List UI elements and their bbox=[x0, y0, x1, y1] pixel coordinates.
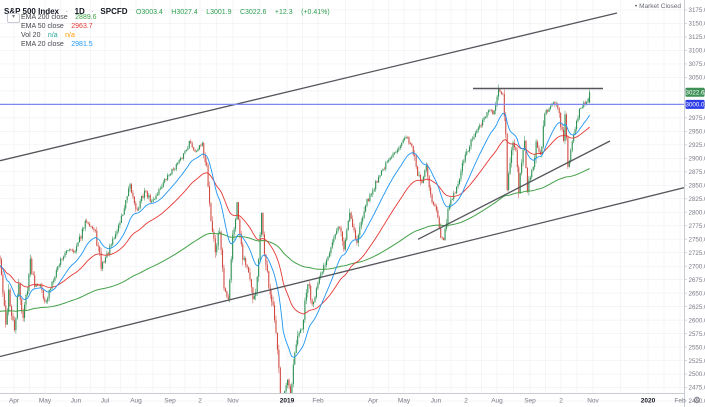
time-tick-label: 2019 bbox=[280, 398, 295, 405]
price-tick-label: 2625.0 bbox=[689, 304, 705, 311]
market-status: • Market Closed bbox=[635, 3, 681, 10]
time-tick-label: Feb bbox=[674, 398, 686, 405]
time-tick-label: Nov bbox=[587, 398, 599, 405]
ohlc-change: +12.3 bbox=[274, 9, 293, 16]
time-tick-label: 2020 bbox=[641, 398, 656, 405]
legend-item-ema-50[interactable]: EMA 50 close 2963.7 bbox=[21, 20, 93, 30]
last-price-badge: 3022.6 bbox=[685, 87, 705, 97]
time-tick-label: Aug bbox=[130, 398, 142, 405]
legend-collapse-button[interactable]: ▾ bbox=[7, 13, 20, 23]
legend-item-ema-20[interactable]: EMA 20 close 2981.5 bbox=[21, 38, 93, 48]
time-tick-label: Jun bbox=[431, 398, 442, 405]
ema-200-line[interactable] bbox=[0, 168, 590, 312]
rising-channel-lower-trendline[interactable] bbox=[0, 183, 705, 358]
legend-item-volume[interactable]: Vol 20 n/a n/a bbox=[21, 29, 75, 39]
price-tick-label: 2900.0 bbox=[689, 156, 705, 163]
down-candle-wicks bbox=[0, 88, 586, 394]
price-tick-label: 2750.0 bbox=[689, 236, 705, 243]
ohlc-open: O3003.4 bbox=[135, 9, 163, 16]
price-tick-label: 2775.0 bbox=[689, 223, 705, 230]
legend-value: n/a bbox=[47, 32, 58, 39]
price-tick-label: 2850.0 bbox=[689, 182, 705, 189]
svg-text:3000.0: 3000.0 bbox=[686, 102, 705, 109]
price-tick-label: 3075.0 bbox=[689, 61, 705, 68]
price-tick-label: 2450.0 bbox=[689, 398, 705, 405]
price-tick-label: 2675.0 bbox=[689, 277, 705, 284]
price-tick-label: 3125.0 bbox=[689, 34, 705, 41]
time-axis[interactable]: Apr May Jun Jul Aug Sep 2 Nov 2019 Feb Apr May Jun 2 A… bbox=[0, 393, 686, 405]
time-tick-label: Feb bbox=[312, 398, 324, 405]
price-line-badge: 3000.0 bbox=[685, 99, 705, 109]
price-tick-label: 2475.0 bbox=[689, 385, 705, 392]
legend-value: 2889.6 bbox=[75, 14, 97, 21]
time-tick-label: Apr bbox=[9, 398, 20, 405]
legend-item-ema-200[interactable]: EMA 200 close 2889.6 bbox=[21, 11, 97, 21]
gear-icon[interactable]: ⚙ bbox=[692, 395, 701, 405]
time-tick-label: May bbox=[39, 398, 52, 405]
ohlc-close: C3022.6 bbox=[239, 9, 267, 16]
price-tick-label: 3100.0 bbox=[689, 48, 705, 55]
symbol-title[interactable]: S&P 500 Index bbox=[4, 7, 59, 16]
time-tick-label: Jun bbox=[71, 398, 82, 405]
rising-support-trendline[interactable] bbox=[417, 140, 611, 240]
legend-value: 2981.5 bbox=[71, 41, 93, 48]
legend-label: EMA 200 close bbox=[21, 14, 68, 21]
ohlc-high: H3027.4 bbox=[171, 9, 198, 16]
price-tick-label: 2650.0 bbox=[689, 290, 705, 297]
legend-value-2: n/a bbox=[65, 32, 75, 39]
time-tick-label: Sep bbox=[164, 398, 176, 405]
time-tick-label: Aug bbox=[491, 398, 503, 405]
legend-value: 2963.7 bbox=[71, 23, 93, 30]
price-tick-label: 3150.0 bbox=[689, 21, 705, 28]
svg-text:3022.6: 3022.6 bbox=[686, 89, 705, 96]
rising-channel-upper-trendline[interactable] bbox=[0, 12, 618, 162]
price-tick-label: 2700.0 bbox=[689, 263, 705, 270]
up-candle-wicks bbox=[6, 84, 590, 394]
price-tick-label: 2875.0 bbox=[689, 169, 705, 176]
price-tick-label: 2725.0 bbox=[689, 250, 705, 257]
time-tick-label: 2 bbox=[464, 398, 468, 405]
price-tick-label: 2925.0 bbox=[689, 142, 705, 149]
price-tick-label: 2525.0 bbox=[689, 358, 705, 365]
up-candle-bodies bbox=[6, 88, 591, 394]
interval-label[interactable]: 1D bbox=[74, 7, 85, 16]
legend-label: Vol 20 bbox=[21, 32, 41, 39]
price-tick-label: 2500.0 bbox=[689, 371, 705, 378]
title-separator: · bbox=[91, 7, 94, 16]
chart-header: S&P 500 Index · 1D · SPCFD O3003.4 H3027… bbox=[4, 1, 330, 16]
price-tick-label: 2950.0 bbox=[689, 129, 705, 136]
time-tick-label: Apr bbox=[368, 398, 379, 405]
time-tick-label: Jul bbox=[101, 398, 110, 405]
ohlc-change-pct: (+0.41%) bbox=[301, 9, 330, 16]
ema-50-line[interactable] bbox=[0, 126, 590, 315]
price-tick-label: 2550.0 bbox=[689, 344, 705, 351]
legend-label: EMA 50 close bbox=[21, 23, 64, 30]
grid bbox=[0, 0, 685, 402]
time-tick-label: Nov bbox=[227, 398, 239, 405]
exchange-label: SPCFD bbox=[100, 7, 128, 16]
price-tick-label: 2975.0 bbox=[689, 115, 705, 122]
ema-20-line[interactable] bbox=[0, 112, 590, 358]
price-tick-label: 2575.0 bbox=[689, 331, 705, 338]
ohlc-low: L3001.9 bbox=[206, 9, 232, 16]
plot-area[interactable] bbox=[0, 12, 705, 407]
price-axis[interactable]: 3175.03150.03125.03100.03075.03050.03025… bbox=[684, 0, 705, 407]
price-tick-label: 2825.0 bbox=[689, 196, 705, 203]
time-tick-label: 2 bbox=[198, 398, 202, 405]
price-tick-label: 3050.0 bbox=[689, 75, 705, 82]
price-tick-label: 2600.0 bbox=[689, 317, 705, 324]
market-status-label: Market Closed bbox=[639, 3, 681, 10]
price-tick-label: 2800.0 bbox=[689, 209, 705, 216]
legend-label: EMA 20 close bbox=[21, 41, 64, 48]
time-tick-label: 2 bbox=[559, 398, 563, 405]
down-candle-bodies bbox=[0, 88, 586, 394]
price-tick-label: 3175.0 bbox=[689, 7, 705, 14]
title-separator: · bbox=[65, 7, 69, 16]
time-tick-label: Sep bbox=[524, 398, 536, 405]
time-tick-label: May bbox=[398, 398, 411, 405]
status-dot-icon: • bbox=[634, 3, 638, 10]
